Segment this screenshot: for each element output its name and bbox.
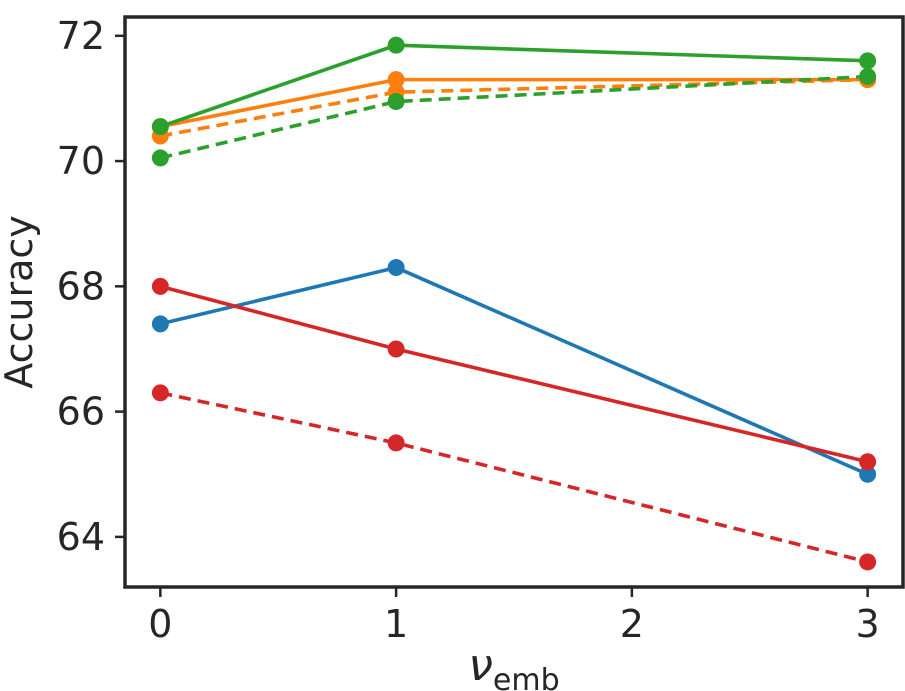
data-point [859,68,877,86]
data-point [387,71,405,89]
data-point [859,52,877,70]
data-point [387,93,405,111]
y-axis: 64 66 68 70 72 [57,14,125,559]
x-axis-label: νemb [468,640,559,691]
x-tick-label: 3 [856,602,880,646]
data-point [387,259,405,277]
y-tick-label: 66 [57,390,105,434]
data-point [859,465,877,483]
data-point [859,453,877,471]
plot-frame [123,15,905,589]
data-point [151,384,169,402]
data-point [387,36,405,54]
x-axis-label-subscript: emb [493,663,560,691]
data-point [387,434,405,452]
series-line [159,284,869,464]
x-tick-label: 1 [384,602,408,646]
series-green-solid [151,36,877,136]
data-point [859,553,877,571]
x-tick-label: 2 [620,602,644,646]
y-tick-label: 68 [57,264,105,308]
series-line [159,43,868,129]
series-line [159,265,869,476]
x-axis-label-symbol: ν [468,640,493,691]
series-layer [151,36,877,571]
data-point [151,118,169,136]
series-line [159,74,868,160]
y-tick-label: 72 [57,14,105,58]
series-red-dashed [151,384,877,571]
x-axis: 0 1 2 3 [148,587,880,646]
y-tick-label: 70 [57,139,105,183]
series-blue-solid [151,259,877,483]
series-green-dashed [151,68,877,167]
data-point [151,315,169,333]
series-line [160,77,868,129]
y-axis-label: Accuracy [0,215,41,389]
series-red-solid [151,277,877,471]
y-tick-label: 64 [57,515,105,559]
data-point [151,149,169,167]
data-point [151,277,169,295]
series-line [159,391,869,564]
data-point [387,340,405,358]
x-tick-label: 0 [148,602,172,646]
